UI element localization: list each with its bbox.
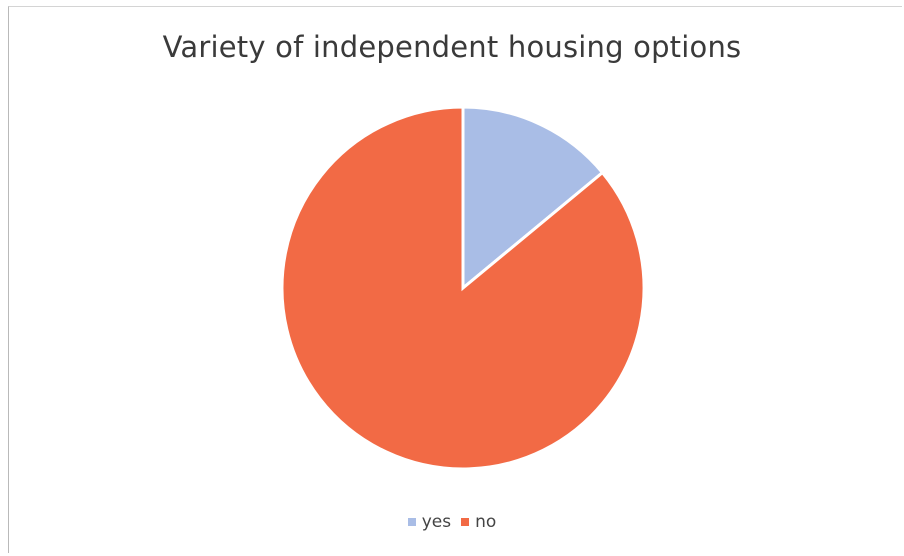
pie-slice-yes xyxy=(461,105,605,292)
legend-item-yes: yes xyxy=(407,512,452,532)
legend-swatch-yes xyxy=(407,518,416,526)
legend-label-yes: yes xyxy=(421,512,452,532)
chart-title: Variety of independent housing options xyxy=(162,30,742,64)
legend-item-no: no xyxy=(461,512,496,532)
pie-slices xyxy=(280,105,646,471)
legend-swatch-no xyxy=(461,518,470,526)
legend-label-no: no xyxy=(475,512,497,532)
legend: yes no xyxy=(0,512,904,532)
pie-slice-no xyxy=(280,105,646,471)
